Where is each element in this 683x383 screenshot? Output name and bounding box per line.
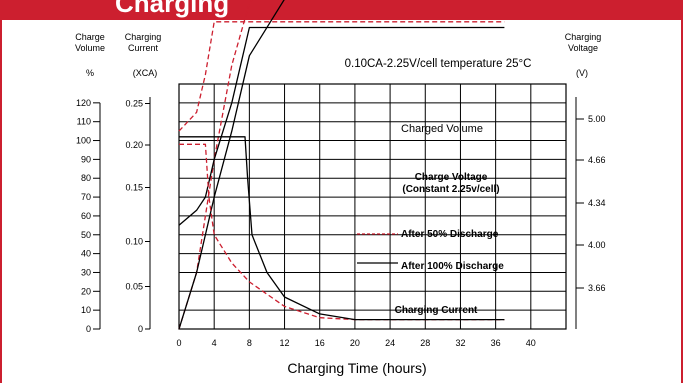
labels: Charge Volume % Charging Current (XCA) C…	[75, 32, 601, 376]
current-tick-label: 0	[138, 324, 143, 334]
volume-tick-label: 80	[81, 173, 91, 183]
volume-axis-label-line2: Volume	[75, 43, 105, 53]
charged-volume-annotation: Charged Volume	[401, 123, 483, 135]
volume-tick-label: 90	[81, 154, 91, 164]
volume-tick-label: 120	[76, 98, 91, 108]
charged-volume-solid-line	[178, 0, 285, 330]
voltage-tick-label: 4.66	[588, 155, 606, 165]
voltage-tick-label: 5.00	[588, 114, 606, 124]
charge-voltage-solid-line	[178, 26, 505, 226]
volume-axis-label: Charge	[75, 32, 105, 42]
charge-voltage-annotation-line2: (Constant 2.25v/cell)	[402, 184, 499, 195]
volume-tick-label: 30	[81, 267, 91, 277]
current-tick-label: 0.15	[125, 183, 143, 193]
x-tick-label: 4	[212, 338, 217, 348]
current-tick-label: 0.10	[125, 237, 143, 247]
current-tick-label: 0.05	[125, 282, 143, 292]
header-banner: Charging	[0, 0, 683, 20]
banner-title: Charging	[115, 0, 230, 18]
legend-dashed-label: After 50% Discharge	[401, 229, 499, 240]
legend-solid-label: After 100% Discharge	[401, 261, 504, 272]
current-tick-label: 0.20	[125, 140, 143, 150]
charge-voltage-annotation: Charge Voltage	[415, 172, 488, 183]
x-tick-label: 28	[420, 338, 430, 348]
voltage-axis-label: Charging	[565, 32, 602, 42]
chart-title: 0.10CA-2.25V/cell temperature 25°C	[345, 58, 532, 70]
x-tick-label: 12	[280, 338, 290, 348]
volume-tick-label: 70	[81, 192, 91, 202]
voltage-tick-label: 4.00	[588, 240, 606, 250]
x-tick-label: 32	[455, 338, 465, 348]
charge-voltage-dashed-line	[178, 21, 505, 132]
grid	[178, 84, 566, 329]
charging-current-solid-line	[179, 136, 505, 321]
volume-axis-unit: %	[86, 68, 94, 78]
volume-tick-label: 50	[81, 230, 91, 240]
left-border	[0, 20, 2, 383]
current-axis-label: Charging	[125, 32, 162, 42]
x-tick-label: 36	[491, 338, 501, 348]
current-tick-label: 0.25	[125, 99, 143, 109]
volume-tick-label: 0	[86, 324, 91, 334]
x-axis-title: Charging Time (hours)	[287, 360, 426, 376]
volume-tick-label: 40	[81, 249, 91, 259]
current-axis-label-line2: Current	[128, 43, 159, 53]
x-tick-label: 16	[315, 338, 325, 348]
volume-tick-label: 10	[81, 305, 91, 315]
volume-tick-label: 20	[81, 286, 91, 296]
axes: 0 4 8 12 16 20 24 28 32 36 40 0 10 20 30 40 50 60 70 80 90 10…	[76, 97, 606, 348]
charging-current-annotation: Charging Current	[395, 305, 478, 316]
right-border	[681, 20, 683, 383]
volume-tick-label: 100	[76, 136, 91, 146]
voltage-tick-label: 3.66	[588, 283, 606, 293]
series	[178, 0, 505, 330]
voltage-tick-label: 4.34	[588, 198, 606, 208]
x-tick-label: 20	[350, 338, 360, 348]
plot-frame	[178, 83, 567, 330]
x-tick-label: 40	[526, 338, 536, 348]
volume-tick-label: 60	[81, 211, 91, 221]
charged-volume-dashed-line	[178, 0, 253, 330]
charging-current-dashed-line	[179, 143, 505, 321]
x-tick-label: 0	[176, 338, 181, 348]
x-tick-label: 8	[247, 338, 252, 348]
x-tick-label: 24	[385, 338, 395, 348]
voltage-axis-label-line2: Voltage	[568, 43, 598, 53]
volume-tick-label: 110	[77, 117, 91, 127]
voltage-axis-unit: (V)	[576, 68, 588, 78]
legend: After 50% Discharge After 100% Discharge	[357, 229, 504, 272]
current-axis-unit: (XCA)	[133, 68, 158, 78]
